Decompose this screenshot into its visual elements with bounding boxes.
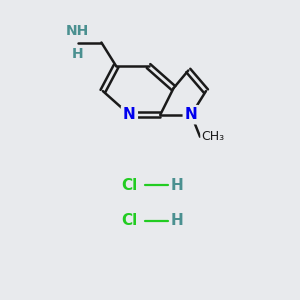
Text: N: N xyxy=(123,107,136,122)
Text: CH₃: CH₃ xyxy=(202,130,225,143)
Text: H: H xyxy=(170,213,183,228)
Text: H: H xyxy=(72,47,84,61)
Text: N: N xyxy=(185,107,198,122)
Text: Cl: Cl xyxy=(121,178,137,193)
Text: Cl: Cl xyxy=(121,213,137,228)
Text: H: H xyxy=(170,178,183,193)
Text: NH: NH xyxy=(66,24,89,38)
